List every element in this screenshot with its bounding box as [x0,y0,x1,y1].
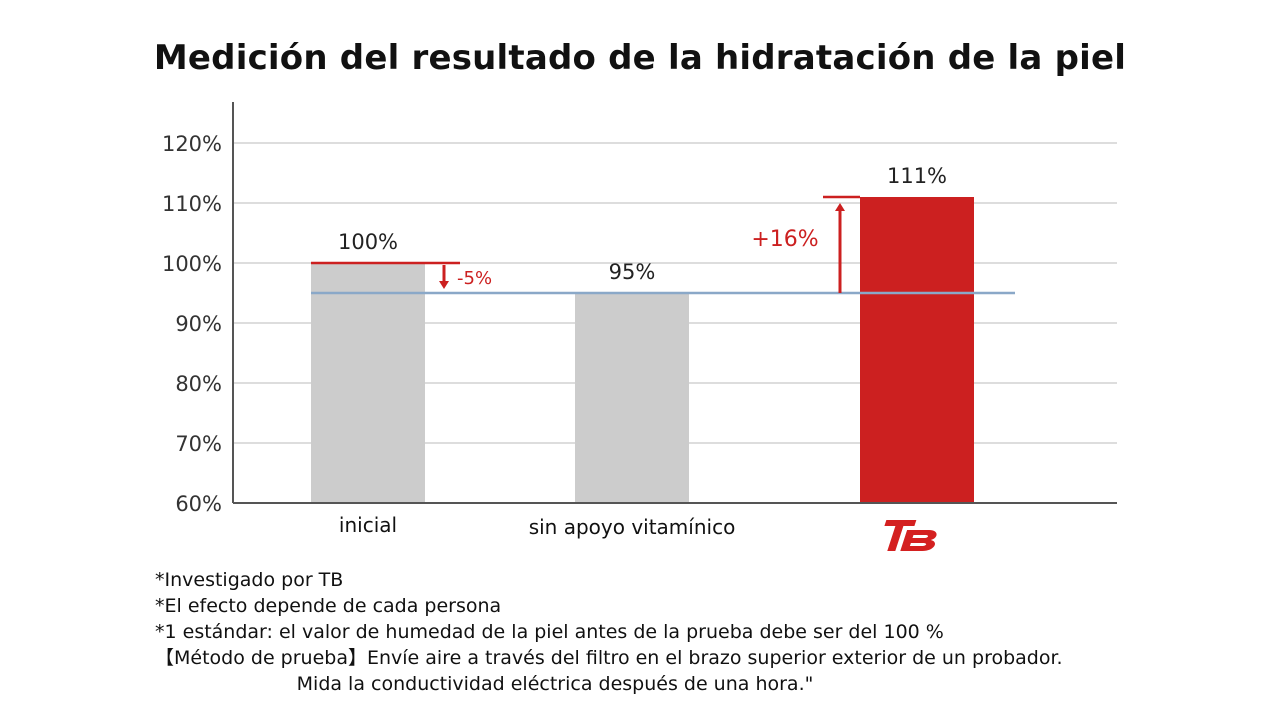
decrease-annotation: -5% [457,268,492,289]
bar [575,293,689,503]
data-label: 95% [609,260,656,284]
y-tick-label: 120% [162,132,222,156]
y-tick-label: 90% [175,312,222,336]
x-tick-label: sin apoyo vitamínico [529,515,736,539]
x-tick-label: inicial [339,513,397,537]
y-tick-label: 110% [162,192,222,216]
footnotes: *Investigado por TB *El efecto depende d… [155,567,1155,697]
chart-title: Medición del resultado de la hidratación… [153,38,1127,78]
y-tick-label: 60% [175,492,222,516]
footnote-effect: *El efecto depende de cada persona [155,595,502,617]
bar [860,197,974,503]
bar-chart: 60% 70% 80% 90% 100% 110% 120% 100% 95% 111% -5% +1… [162,102,1117,551]
tb-logo-icon [884,520,937,551]
bar [311,263,425,503]
footnote-method: 【Método de prueba】Envíe aire a través de… [155,647,1063,669]
y-tick-label: 80% [175,372,222,396]
y-tick-label: 100% [162,252,222,276]
y-tick-label: 70% [175,432,222,456]
footnote-standard: *1 estándar: el valor de humedad de la p… [155,621,944,643]
data-label: 100% [338,230,398,254]
data-label: 111% [887,164,947,188]
footnote-measure: Mida la conductividad eléctrica después … [296,673,814,695]
footnote-source: *Investigado por TB [155,569,344,591]
increase-annotation: +16% [751,227,818,252]
